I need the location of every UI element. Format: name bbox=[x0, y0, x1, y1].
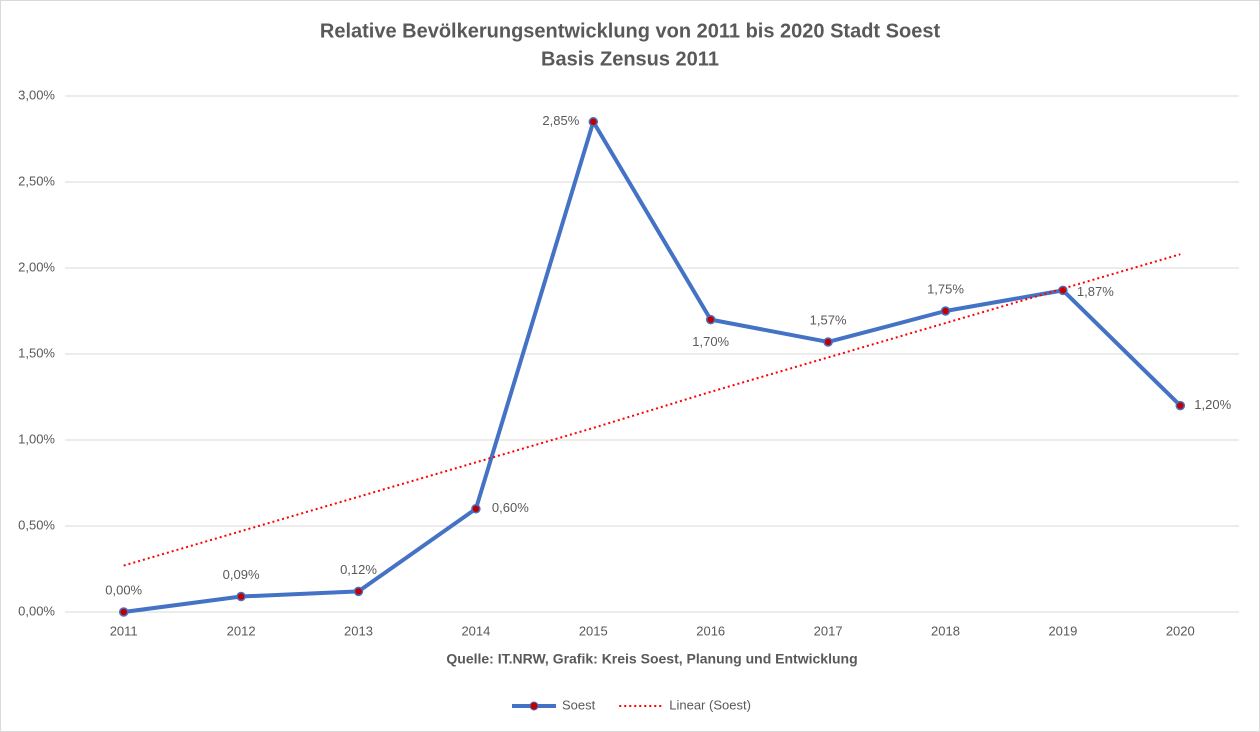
point-marker bbox=[823, 337, 833, 347]
point-marker bbox=[236, 591, 246, 602]
legend-label: Soest bbox=[562, 697, 596, 712]
x-tick-label: 2015 bbox=[579, 623, 608, 638]
data-label: 1,87% bbox=[1077, 284, 1114, 299]
chart-title: Relative Bevölkerungsentwicklung von 201… bbox=[320, 20, 941, 42]
y-tick-label: 3,00% bbox=[18, 87, 55, 102]
x-tick-label: 2012 bbox=[227, 623, 256, 638]
data-label: 1,57% bbox=[810, 312, 847, 327]
x-tick-label: 2020 bbox=[1166, 623, 1195, 638]
data-label: 1,70% bbox=[692, 334, 729, 349]
legend-marker bbox=[529, 701, 539, 711]
point-marker bbox=[940, 306, 951, 316]
data-label: 2,85% bbox=[542, 113, 579, 128]
x-tick-label: 2013 bbox=[344, 623, 373, 638]
data-label: 0,00% bbox=[105, 582, 142, 597]
trend-line bbox=[123, 253, 1181, 567]
x-tick-label: 2016 bbox=[696, 623, 725, 638]
y-tick-label: 0,00% bbox=[18, 603, 55, 618]
series-line bbox=[123, 119, 1182, 614]
chart-subtitle: Basis Zensus 2011 bbox=[541, 48, 719, 70]
point-marker bbox=[118, 607, 129, 617]
data-label: 1,20% bbox=[1194, 397, 1231, 412]
source-note: Quelle: IT.NRW, Grafik: Kreis Soest, Pla… bbox=[446, 651, 857, 667]
point-marker bbox=[705, 314, 716, 325]
y-tick-label: 2,00% bbox=[18, 259, 55, 274]
x-tick-label: 2011 bbox=[110, 623, 138, 638]
point-marker bbox=[471, 504, 481, 514]
x-tick-label: 2017 bbox=[814, 623, 843, 638]
point-marker bbox=[353, 586, 364, 597]
point-marker bbox=[1175, 400, 1186, 411]
point-marker bbox=[588, 117, 599, 127]
y-tick-label: 1,00% bbox=[18, 431, 55, 446]
legend-label: Linear (Soest) bbox=[669, 697, 751, 712]
y-tick-label: 2,50% bbox=[18, 173, 55, 188]
data-label: 0,60% bbox=[492, 500, 529, 515]
data-label: 1,75% bbox=[927, 281, 964, 296]
x-tick-label: 2019 bbox=[1048, 623, 1077, 638]
y-tick-label: 1,50% bbox=[18, 345, 55, 360]
x-tick-label: 2014 bbox=[461, 623, 490, 638]
y-tick-label: 0,50% bbox=[18, 517, 55, 532]
data-label: 0,12% bbox=[340, 562, 377, 577]
x-tick-label: 2018 bbox=[931, 623, 960, 638]
data-label: 0,09% bbox=[223, 567, 260, 582]
